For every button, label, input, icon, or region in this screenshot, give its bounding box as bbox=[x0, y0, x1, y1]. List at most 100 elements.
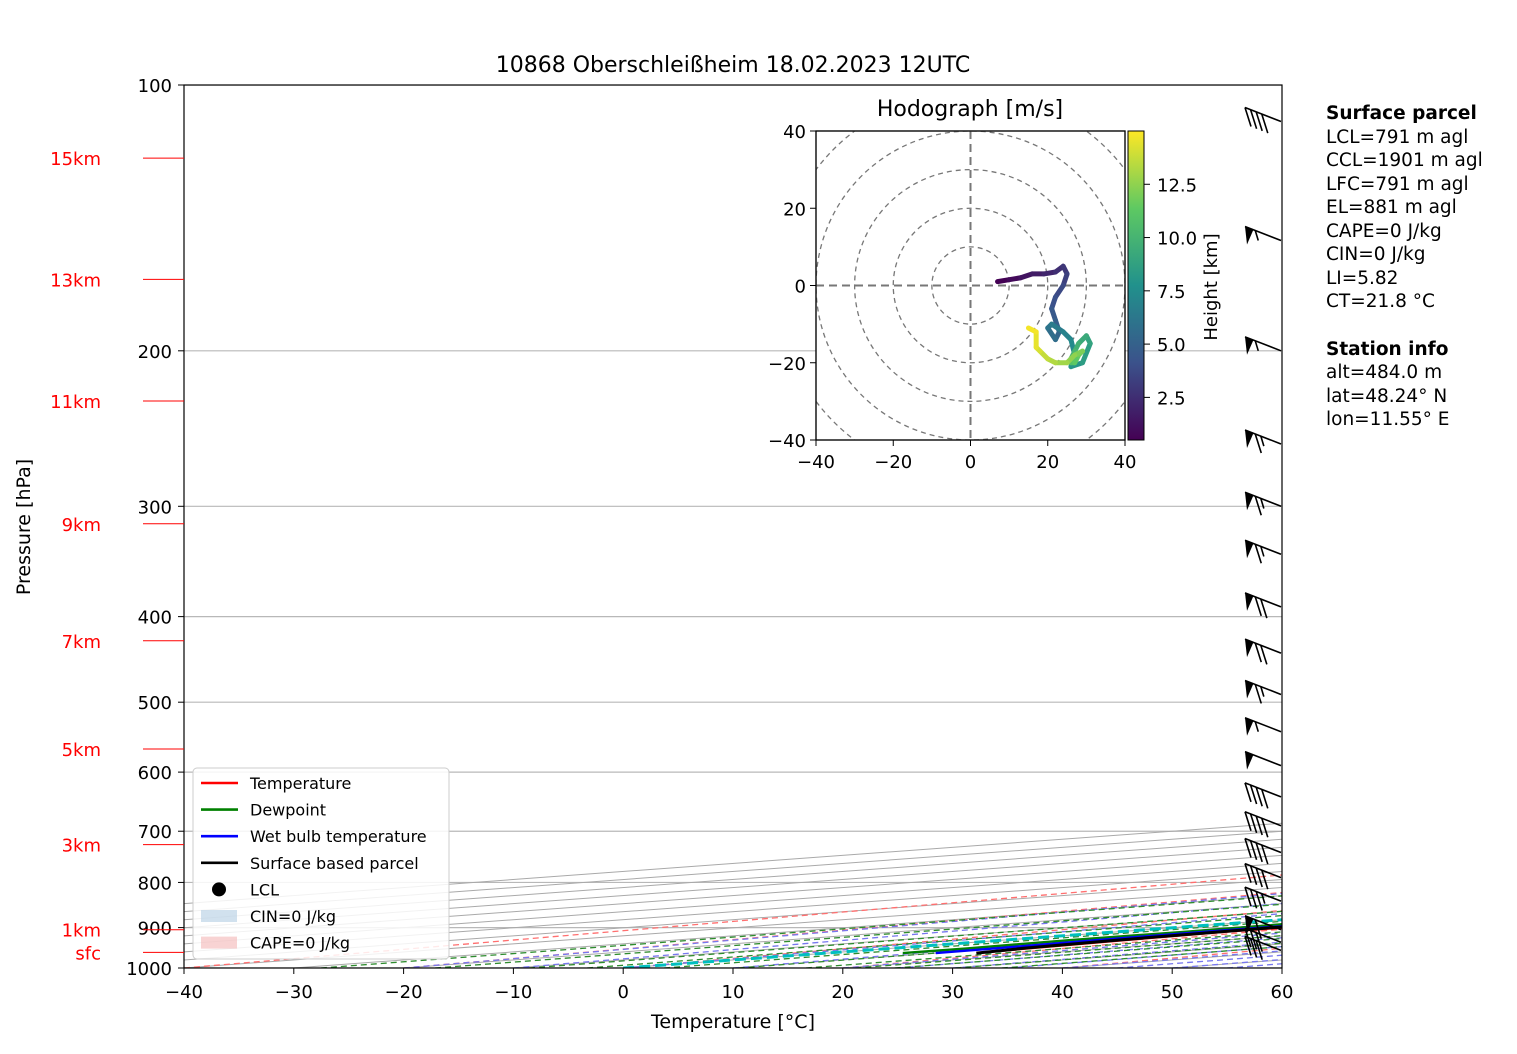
wind-barb bbox=[1244, 679, 1282, 704]
barb-flag bbox=[1245, 639, 1254, 658]
hodograph-colorbar bbox=[1127, 130, 1145, 441]
legend-label: Temperature bbox=[249, 774, 351, 793]
y-tick-label: 200 bbox=[138, 342, 172, 363]
info-line-ccl: CCL=1901 m agl bbox=[1326, 150, 1483, 171]
barb-flag bbox=[1245, 226, 1254, 245]
x-tick-label: −10 bbox=[494, 982, 532, 1003]
barb-full bbox=[1244, 863, 1252, 883]
hodograph-y-tick-label: −20 bbox=[768, 354, 806, 375]
barb-full bbox=[1249, 109, 1258, 129]
barb-flag bbox=[1245, 429, 1254, 448]
wind-barb bbox=[1244, 539, 1282, 564]
colorbar-tick-label: 10.0 bbox=[1157, 229, 1197, 250]
wind-barb bbox=[1244, 935, 1282, 960]
barb-full bbox=[1244, 936, 1252, 956]
height-label: 15km bbox=[50, 149, 101, 170]
barb-flag bbox=[1245, 751, 1254, 770]
colorbar-tick-label: 12.5 bbox=[1157, 175, 1197, 196]
wind-barb bbox=[1244, 810, 1282, 838]
barb-full bbox=[1244, 886, 1252, 907]
wind-barb bbox=[1244, 225, 1282, 245]
info-line-ct: CT=21.8 °C bbox=[1326, 291, 1435, 312]
legend-swatch bbox=[201, 910, 237, 922]
barb-full bbox=[1254, 596, 1263, 617]
hodograph-x-tick-label: −20 bbox=[874, 452, 912, 473]
barb-flag bbox=[1245, 336, 1254, 355]
barb-full bbox=[1255, 111, 1263, 132]
barb-flag bbox=[1245, 717, 1254, 736]
mixing-ratio-line bbox=[664, 920, 1282, 968]
wind-barb bbox=[1244, 106, 1282, 134]
hodograph: Hodograph [m/s] −40 −20 0 20 40 −40 −20 0 20 40 2… bbox=[768, 97, 1222, 473]
barb-half bbox=[1260, 546, 1265, 557]
wind-barbs bbox=[1244, 106, 1282, 960]
hodograph-y-tick-label: 40 bbox=[783, 122, 806, 143]
height-label: 3km bbox=[62, 836, 101, 857]
legend-swatch bbox=[201, 936, 237, 949]
mixing-ratio-line bbox=[587, 914, 1282, 968]
barb-full bbox=[1254, 496, 1263, 516]
y-tick-label: 800 bbox=[138, 873, 172, 894]
x-tick-label: 0 bbox=[617, 982, 628, 1003]
colorbar-label: Height [km] bbox=[1201, 233, 1222, 340]
barb-full bbox=[1249, 784, 1258, 805]
height-label: 9km bbox=[62, 515, 101, 536]
station-line-lat: lat=48.24° N bbox=[1326, 385, 1448, 407]
barb-full bbox=[1255, 842, 1263, 863]
hodograph-x-tick-label: −40 bbox=[797, 452, 835, 473]
barb-full bbox=[1255, 891, 1263, 911]
wind-barb bbox=[1244, 592, 1282, 619]
x-tick-label: 40 bbox=[1051, 982, 1074, 1003]
barb-half bbox=[1254, 340, 1260, 352]
barb-staff bbox=[1244, 539, 1282, 556]
x-tick-label: 30 bbox=[941, 982, 964, 1003]
y-tick-label: 300 bbox=[138, 497, 172, 518]
hodograph-y-tick-label: 20 bbox=[783, 199, 806, 220]
surface-parcel-title: Surface parcel bbox=[1326, 103, 1477, 124]
info-line-cin: CIN=0 J/kg bbox=[1326, 244, 1426, 265]
hodograph-ring bbox=[853, 168, 1088, 403]
wind-barb bbox=[1244, 638, 1282, 665]
x-tick-label: −30 bbox=[275, 982, 313, 1003]
barb-flag bbox=[1245, 592, 1254, 611]
barb-full bbox=[1254, 684, 1263, 704]
barb-full bbox=[1261, 817, 1269, 838]
barb-full bbox=[1260, 645, 1268, 665]
barb-flag bbox=[1245, 680, 1254, 699]
barb-flag bbox=[1245, 492, 1254, 511]
wind-barb bbox=[1244, 914, 1282, 939]
x-tick-label: 50 bbox=[1161, 982, 1184, 1003]
hodograph-ring bbox=[892, 207, 1049, 364]
mixing-ratio-line bbox=[805, 931, 1282, 968]
wind-barb bbox=[1244, 336, 1282, 355]
y-tick-label: 100 bbox=[138, 76, 172, 97]
barb-half bbox=[1254, 721, 1260, 732]
hodograph-x-tick-label: 40 bbox=[1114, 452, 1137, 473]
y-tick-label: 400 bbox=[138, 608, 172, 629]
dry-adiabat-line bbox=[1502, 85, 1517, 968]
x-tick-label: −40 bbox=[165, 982, 203, 1003]
legend-label: LCL bbox=[250, 880, 279, 899]
hodograph-x-tick-label: 0 bbox=[965, 452, 976, 473]
barb-half bbox=[1260, 498, 1265, 509]
info-line-el: EL=881 m agl bbox=[1326, 197, 1457, 218]
y-tick-label: 1000 bbox=[126, 959, 172, 980]
barb-full bbox=[1260, 598, 1268, 619]
info-panel: Surface parcel LCL=791 m agl CCL=1901 m … bbox=[1326, 102, 1483, 432]
info-line-li: LI=5.82 bbox=[1326, 267, 1399, 289]
height-label: 13km bbox=[50, 270, 101, 291]
barb-full bbox=[1244, 782, 1252, 803]
x-tick-label: −20 bbox=[385, 982, 423, 1003]
hodograph-title: Hodograph [m/s] bbox=[877, 97, 1063, 122]
wind-barb bbox=[1244, 750, 1282, 770]
wind-barb bbox=[1244, 491, 1282, 516]
barb-staff bbox=[1244, 638, 1282, 654]
y-tick-label: 600 bbox=[138, 763, 172, 784]
legend-swatch bbox=[212, 882, 226, 897]
wind-barb bbox=[1244, 837, 1282, 865]
barb-half bbox=[1254, 230, 1260, 241]
info-line-lcl: LCL=791 m agl bbox=[1326, 126, 1469, 148]
barb-full bbox=[1249, 840, 1258, 860]
barb-staff bbox=[1244, 592, 1282, 608]
wind-barb bbox=[1244, 886, 1282, 911]
